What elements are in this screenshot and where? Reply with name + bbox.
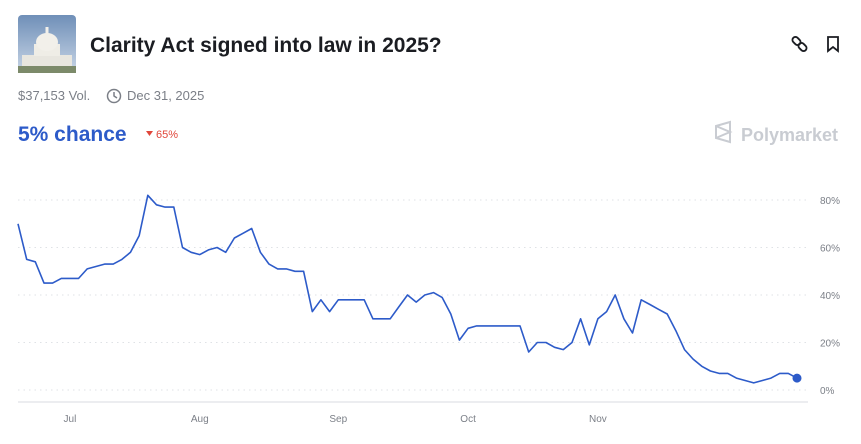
end-date: Dec 31, 2025	[127, 88, 204, 103]
x-tick-label: Oct	[460, 414, 476, 425]
y-tick-label: 80%	[820, 196, 840, 207]
market-title: Clarity Act signed into law in 2025?	[90, 34, 442, 57]
y-tick-label: 20%	[820, 339, 840, 350]
current-dot	[792, 373, 802, 383]
x-tick-label: Sep	[329, 414, 347, 425]
clock-icon	[106, 88, 122, 104]
down-arrow	[146, 131, 153, 136]
x-tick-label: Aug	[191, 414, 209, 425]
x-tick-label: Nov	[589, 414, 607, 425]
price-line	[17, 194, 798, 384]
plot: 0% 20% 40% 60% 80% Jul Aug Sep Oct Nov	[17, 194, 840, 425]
chance: 5% chance	[18, 123, 127, 146]
brand: Polymarket	[741, 125, 838, 145]
bookmark-button[interactable]	[827, 36, 839, 53]
x-tick-label: Jul	[64, 414, 77, 425]
volume: $37,153 Vol.	[18, 88, 90, 103]
copy-link-button[interactable]	[791, 36, 808, 53]
change: 65%	[156, 129, 178, 141]
y-tick-label: 40%	[820, 291, 840, 302]
brand-logo	[715, 120, 733, 144]
y-tick-label: 60%	[820, 244, 840, 255]
y-tick-label: 0%	[820, 386, 835, 397]
market-image	[18, 15, 76, 73]
